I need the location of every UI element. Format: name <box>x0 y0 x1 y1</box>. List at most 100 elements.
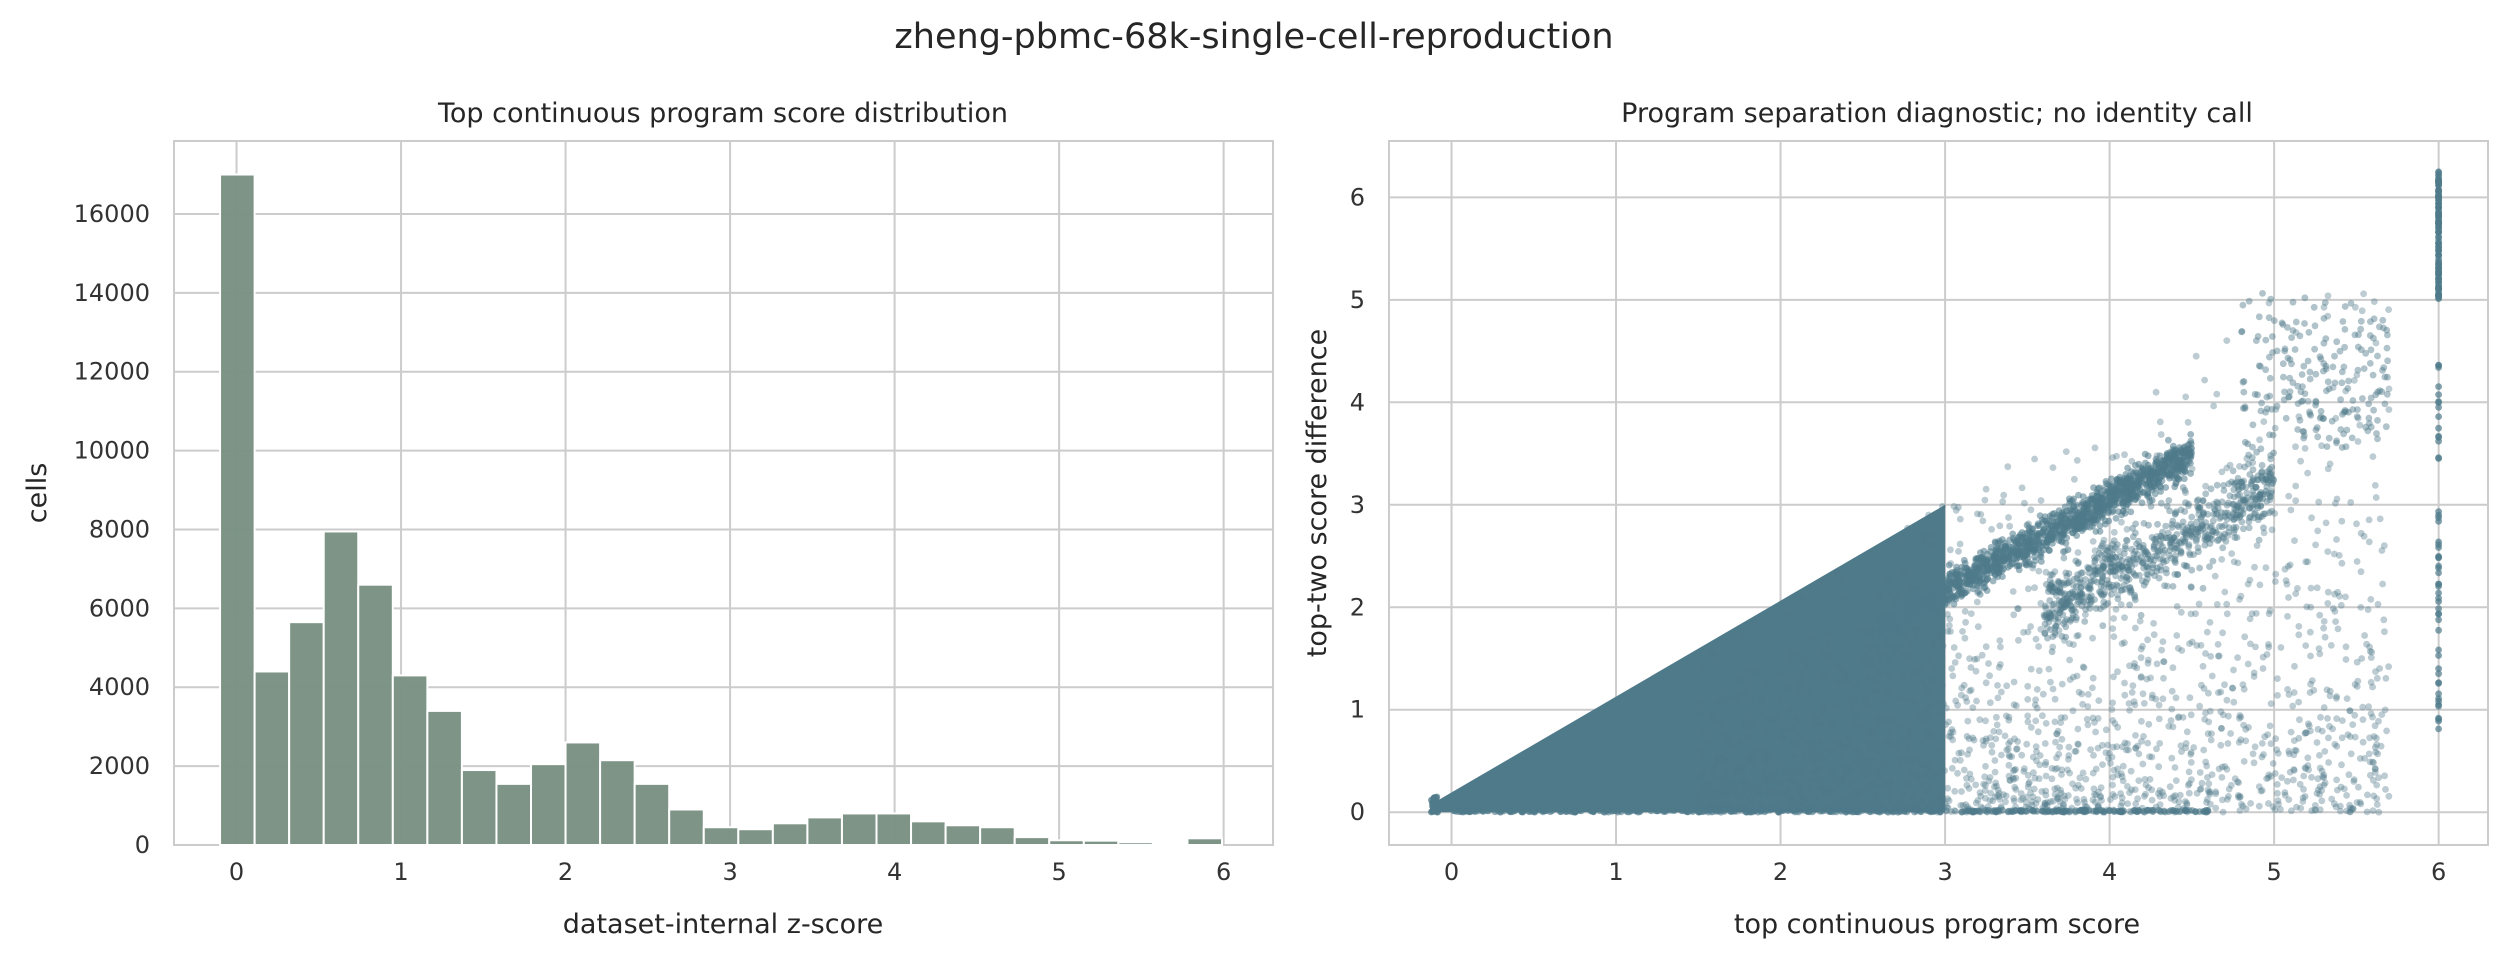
scatter-point <box>1722 685 1730 693</box>
scatter-point <box>2143 548 2150 556</box>
scatter-point <box>1733 790 1740 798</box>
scatter-point <box>2205 531 2212 539</box>
scatter-point <box>2301 445 2309 452</box>
scatter-point <box>2048 579 2056 587</box>
scatter-point <box>2130 698 2138 705</box>
scatter-point <box>2010 795 2018 802</box>
histogram-x-axis-label: dataset-internal z-score <box>563 909 883 940</box>
scatter-point <box>2130 550 2138 558</box>
scatter-point <box>2167 807 2175 814</box>
scatter-point <box>1952 697 1960 705</box>
scatter-point <box>2380 364 2388 371</box>
scatter-point <box>1756 785 1764 792</box>
scatter-point <box>2099 761 2106 768</box>
scatter-point <box>2067 616 2074 624</box>
scatter-point <box>1965 735 1973 743</box>
scatter-point <box>1761 759 1769 766</box>
scatter-point <box>1767 776 1775 783</box>
scatter-point <box>2051 629 2059 636</box>
scatter-point <box>2351 331 2359 339</box>
scatter-point <box>1825 630 1832 637</box>
scatter-point <box>2106 749 2113 757</box>
scatter-point <box>2261 478 2269 486</box>
scatter-point <box>2211 572 2219 580</box>
scatter-point <box>2213 510 2221 517</box>
scatter-point <box>1889 644 1897 651</box>
scatter-point <box>2316 611 2324 619</box>
scatter-point <box>2077 785 2085 792</box>
scatter-point <box>2372 494 2380 501</box>
scatter-point <box>2049 584 2056 592</box>
scatter-point <box>2370 792 2378 800</box>
scatter-point <box>1710 789 1717 797</box>
scatter-point <box>2067 594 2075 602</box>
scatter-point <box>2291 747 2299 754</box>
scatter-point <box>1875 759 1883 766</box>
scatter-point <box>1947 808 1955 815</box>
scatter-point <box>2051 615 2059 623</box>
scatter-point <box>2027 623 2034 630</box>
scatter-point <box>2333 536 2340 543</box>
scatter-point <box>2109 625 2117 632</box>
scatter-point <box>1794 717 1802 724</box>
scatter-point <box>2109 791 2117 798</box>
scatter-point <box>2332 499 2339 507</box>
scatter-point <box>1993 782 2000 790</box>
scatter-point <box>2174 714 2182 721</box>
scatter-point <box>2333 439 2340 447</box>
scatter-point <box>1711 806 1719 814</box>
scatter-point <box>2140 733 2147 740</box>
scatter-point <box>1734 690 1742 698</box>
scatter-point <box>2232 506 2240 514</box>
scatter-point <box>2114 582 2122 590</box>
scatter-point <box>1816 807 1824 815</box>
scatter-point <box>1744 758 1752 766</box>
scatter-point <box>2326 687 2334 695</box>
scatter-point <box>2098 490 2105 498</box>
scatter-point <box>2240 721 2248 729</box>
scatter-point <box>2094 715 2102 722</box>
scatter-point <box>2132 529 2139 537</box>
scatter-point <box>1925 692 1933 700</box>
scatter-point <box>2354 438 2362 445</box>
scatter-point <box>2009 774 2017 782</box>
scatter-point <box>2249 505 2256 512</box>
scatter-point <box>1430 799 1438 807</box>
scatter-point <box>2263 483 2271 491</box>
scatter-point <box>2364 427 2372 435</box>
scatter-point <box>2182 798 2189 805</box>
scatter-point <box>2086 605 2094 612</box>
scatter-point <box>1999 498 2007 506</box>
scatter-point <box>2258 472 2266 480</box>
scatter-point <box>2260 524 2267 532</box>
scatter-point <box>2373 674 2381 682</box>
scatter-point <box>1875 645 1882 653</box>
scatter-point <box>1839 753 1846 761</box>
scatter-point <box>2240 496 2248 504</box>
scatter-point <box>1953 563 1960 571</box>
scatter-point <box>2042 758 2050 766</box>
scatter-point <box>2238 504 2245 512</box>
scatter-point <box>2175 475 2183 483</box>
scatter-point <box>2118 808 2126 816</box>
scatter-point <box>2233 534 2241 541</box>
scatter-point <box>2002 798 2009 806</box>
scatter-point <box>2203 523 2211 531</box>
scatter-point <box>1733 790 1741 797</box>
scatter-point <box>2091 791 2098 798</box>
scatter-point <box>1878 801 1886 809</box>
scatter-point <box>2234 654 2242 661</box>
scatter-point <box>1636 808 1644 816</box>
scatter-point <box>2127 586 2135 594</box>
scatter-point <box>2027 789 2034 797</box>
scatter-point <box>2248 495 2255 503</box>
scatter-point <box>2015 605 2022 613</box>
scatter-point <box>2065 570 2073 577</box>
scatter-point <box>2195 600 2203 608</box>
scatter-point <box>1898 793 1906 800</box>
scatter-point <box>2111 720 2119 727</box>
scatter-point <box>1921 717 1929 724</box>
scatter-point <box>2213 390 2221 398</box>
scatter-point <box>2042 761 2049 769</box>
scatter-point <box>2221 509 2229 517</box>
